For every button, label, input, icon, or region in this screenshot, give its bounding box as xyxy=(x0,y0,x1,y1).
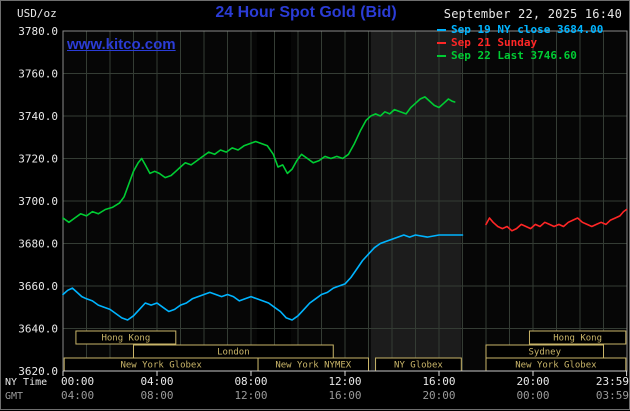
legend-color-dash xyxy=(437,54,446,57)
legend-color-dash xyxy=(437,41,446,44)
y-axis-label: 3620.0 xyxy=(18,365,58,378)
y-axis-label: 3740.0 xyxy=(18,110,58,123)
gmt-row-label: GMT xyxy=(5,391,23,402)
session-label: New York Globex xyxy=(120,361,202,371)
y-axis-label: 3760.0 xyxy=(18,68,58,81)
legend-item: Sep 19 NY close 3684.00 xyxy=(437,23,603,36)
kitco-link[interactable]: www.kitco.com xyxy=(67,36,176,53)
session-label: London xyxy=(217,348,250,358)
x-axis-label-ny: 08:00 xyxy=(234,375,267,388)
session-band xyxy=(528,330,627,345)
x-axis-label-gmt: 04:00 xyxy=(61,389,94,402)
ny-time-row-label: NY Time xyxy=(5,377,47,388)
x-axis-label-gmt: 20:00 xyxy=(422,389,455,402)
y-axis-label: 3700.0 xyxy=(18,195,58,208)
y-axis-label: 3780.0 xyxy=(18,25,58,38)
unit-label: USD/oz xyxy=(17,7,57,20)
x-axis-label-gmt: 00:00 xyxy=(516,389,549,402)
session-label: NY Globex xyxy=(394,361,443,371)
x-axis-label-gmt: 12:00 xyxy=(234,389,267,402)
legend-item: Sep 21 Sunday xyxy=(437,36,603,49)
y-axis-label: 3680.0 xyxy=(18,238,58,251)
series-line-sep-22-last xyxy=(62,96,456,224)
x-axis-label-ny: 16:00 xyxy=(422,375,455,388)
chart-title: 24 Hour Spot Gold (Bid) xyxy=(215,4,397,21)
legend-item: Sep 22 Last 3746.60 xyxy=(437,49,603,62)
session-label: Hong Kong xyxy=(553,334,602,344)
x-axis-label-ny: 12:00 xyxy=(328,375,361,388)
session-label: Sydney xyxy=(528,348,561,358)
y-axis-label: 3640.0 xyxy=(18,323,58,336)
x-axis-label-gmt: 03:59 xyxy=(596,389,629,402)
y-axis-label: 3720.0 xyxy=(18,153,58,166)
x-axis-label-gmt: 16:00 xyxy=(328,389,361,402)
x-axis-label-ny: 04:00 xyxy=(140,375,173,388)
session-label: Hong Kong xyxy=(101,334,150,344)
legend-color-dash xyxy=(437,28,446,31)
legend: Sep 19 NY close 3684.00 Sep 21 Sunday Sep … xyxy=(437,23,603,62)
datetime-label: September 22, 2025 16:40 xyxy=(443,7,622,21)
legend-item-label: Sep 22 Last 3746.60 xyxy=(451,49,577,62)
series-line-sep-21-sunday xyxy=(485,208,628,232)
session-label: New York Globex xyxy=(515,361,597,371)
legend-item-label: Sep 21 Sunday xyxy=(451,36,538,49)
session-band xyxy=(75,330,177,345)
x-axis-label-ny: 00:00 xyxy=(61,375,94,388)
session-label: New York NYMEX xyxy=(275,361,351,371)
series-line-sep-19-ny-close xyxy=(62,234,464,321)
legend-item-label: Sep 19 NY close 3684.00 xyxy=(451,23,604,36)
x-axis-label-gmt: 08:00 xyxy=(140,389,173,402)
y-axis-label: 3660.0 xyxy=(18,280,58,293)
x-axis-label-ny: 20:00 xyxy=(516,375,549,388)
x-axis-label-ny: 23:59 xyxy=(596,375,629,388)
